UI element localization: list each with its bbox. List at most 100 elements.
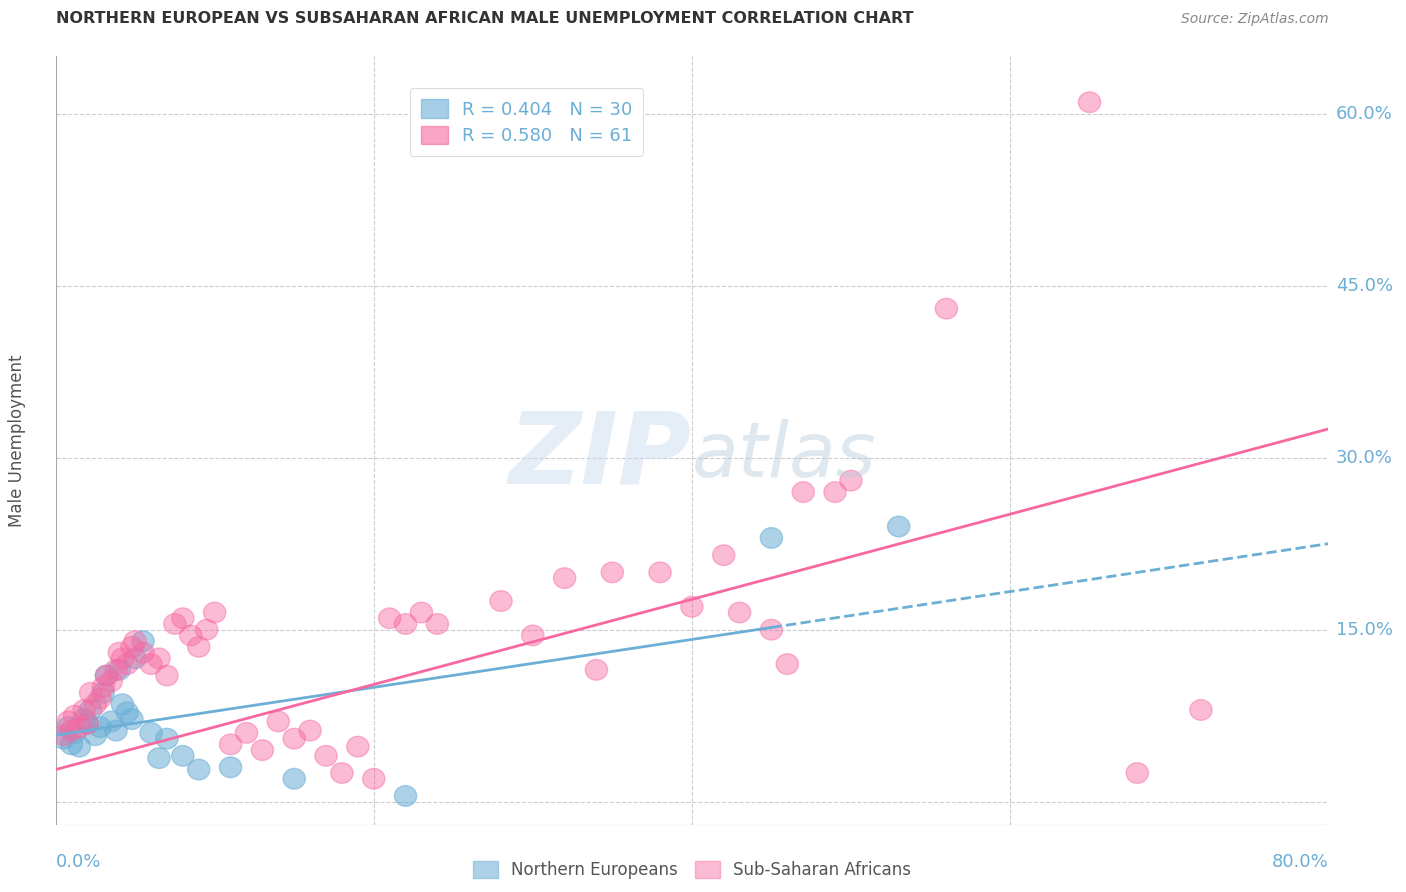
Ellipse shape bbox=[100, 711, 122, 731]
Ellipse shape bbox=[84, 694, 107, 714]
Ellipse shape bbox=[252, 739, 274, 760]
Ellipse shape bbox=[52, 725, 75, 746]
Ellipse shape bbox=[299, 720, 321, 741]
Ellipse shape bbox=[585, 659, 607, 680]
Ellipse shape bbox=[1126, 763, 1149, 783]
Ellipse shape bbox=[554, 568, 575, 589]
Ellipse shape bbox=[148, 747, 170, 768]
Ellipse shape bbox=[93, 677, 114, 698]
Ellipse shape bbox=[650, 562, 671, 582]
Ellipse shape bbox=[60, 734, 83, 755]
Ellipse shape bbox=[824, 482, 846, 502]
Ellipse shape bbox=[363, 768, 385, 789]
Ellipse shape bbox=[235, 723, 257, 743]
Ellipse shape bbox=[219, 734, 242, 755]
Ellipse shape bbox=[180, 625, 202, 646]
Ellipse shape bbox=[63, 706, 86, 726]
Ellipse shape bbox=[935, 298, 957, 319]
Ellipse shape bbox=[84, 725, 107, 746]
Text: NORTHERN EUROPEAN VS SUBSAHARAN AFRICAN MALE UNEMPLOYMENT CORRELATION CHART: NORTHERN EUROPEAN VS SUBSAHARAN AFRICAN … bbox=[56, 11, 912, 26]
Ellipse shape bbox=[163, 614, 186, 634]
Ellipse shape bbox=[96, 665, 118, 686]
Ellipse shape bbox=[121, 637, 143, 657]
Text: atlas: atlas bbox=[692, 419, 876, 493]
Ellipse shape bbox=[111, 694, 134, 714]
Ellipse shape bbox=[76, 714, 98, 734]
Ellipse shape bbox=[602, 562, 623, 582]
Ellipse shape bbox=[187, 637, 209, 657]
Ellipse shape bbox=[73, 709, 96, 730]
Ellipse shape bbox=[411, 602, 433, 623]
Text: Source: ZipAtlas.com: Source: ZipAtlas.com bbox=[1181, 12, 1329, 26]
Ellipse shape bbox=[80, 699, 101, 720]
Ellipse shape bbox=[887, 516, 910, 537]
Ellipse shape bbox=[63, 723, 86, 743]
Text: 0.0%: 0.0% bbox=[56, 854, 101, 871]
Ellipse shape bbox=[156, 665, 179, 686]
Ellipse shape bbox=[426, 614, 449, 634]
Ellipse shape bbox=[761, 528, 783, 549]
Text: ZIP: ZIP bbox=[509, 408, 692, 504]
Ellipse shape bbox=[378, 608, 401, 629]
Ellipse shape bbox=[1078, 92, 1101, 112]
Ellipse shape bbox=[267, 711, 290, 731]
Ellipse shape bbox=[117, 702, 138, 723]
Ellipse shape bbox=[681, 597, 703, 617]
Ellipse shape bbox=[139, 654, 162, 674]
Text: 45.0%: 45.0% bbox=[1336, 277, 1393, 294]
Ellipse shape bbox=[172, 608, 194, 629]
Text: Male Unemployment: Male Unemployment bbox=[8, 354, 27, 527]
Ellipse shape bbox=[776, 654, 799, 674]
Ellipse shape bbox=[111, 648, 134, 669]
Ellipse shape bbox=[219, 757, 242, 778]
Ellipse shape bbox=[195, 619, 218, 640]
Ellipse shape bbox=[395, 786, 416, 806]
Ellipse shape bbox=[522, 625, 544, 646]
Ellipse shape bbox=[105, 720, 127, 741]
Ellipse shape bbox=[713, 545, 735, 566]
Text: 15.0%: 15.0% bbox=[1336, 621, 1393, 639]
Ellipse shape bbox=[330, 763, 353, 783]
Ellipse shape bbox=[52, 728, 75, 749]
Text: 30.0%: 30.0% bbox=[1336, 449, 1393, 467]
Ellipse shape bbox=[73, 699, 96, 720]
Ellipse shape bbox=[1189, 699, 1212, 720]
Ellipse shape bbox=[117, 654, 138, 674]
Ellipse shape bbox=[124, 631, 146, 651]
Ellipse shape bbox=[58, 717, 80, 738]
Ellipse shape bbox=[76, 714, 98, 734]
Ellipse shape bbox=[315, 746, 337, 766]
Ellipse shape bbox=[58, 711, 80, 731]
Legend: Northern Europeans, Sub-Saharan Africans: Northern Europeans, Sub-Saharan Africans bbox=[467, 854, 918, 886]
Ellipse shape bbox=[80, 682, 101, 703]
Ellipse shape bbox=[283, 768, 305, 789]
Ellipse shape bbox=[395, 614, 416, 634]
Text: 80.0%: 80.0% bbox=[1271, 854, 1329, 871]
Ellipse shape bbox=[121, 709, 143, 730]
Ellipse shape bbox=[108, 642, 131, 663]
Ellipse shape bbox=[105, 659, 127, 680]
Ellipse shape bbox=[139, 723, 162, 743]
Ellipse shape bbox=[124, 648, 146, 669]
Ellipse shape bbox=[69, 717, 90, 738]
Ellipse shape bbox=[489, 591, 512, 611]
Ellipse shape bbox=[172, 746, 194, 766]
Ellipse shape bbox=[728, 602, 751, 623]
Ellipse shape bbox=[187, 759, 209, 780]
Ellipse shape bbox=[89, 717, 111, 738]
Ellipse shape bbox=[108, 659, 131, 680]
Ellipse shape bbox=[283, 728, 305, 749]
Ellipse shape bbox=[100, 671, 122, 691]
Ellipse shape bbox=[792, 482, 814, 502]
Ellipse shape bbox=[69, 736, 90, 757]
Ellipse shape bbox=[761, 619, 783, 640]
Ellipse shape bbox=[347, 736, 368, 757]
Ellipse shape bbox=[89, 688, 111, 709]
Ellipse shape bbox=[132, 642, 155, 663]
Ellipse shape bbox=[148, 648, 170, 669]
Text: 60.0%: 60.0% bbox=[1336, 104, 1393, 123]
Ellipse shape bbox=[132, 631, 155, 651]
Ellipse shape bbox=[839, 470, 862, 491]
Ellipse shape bbox=[93, 682, 114, 703]
Ellipse shape bbox=[156, 728, 179, 749]
